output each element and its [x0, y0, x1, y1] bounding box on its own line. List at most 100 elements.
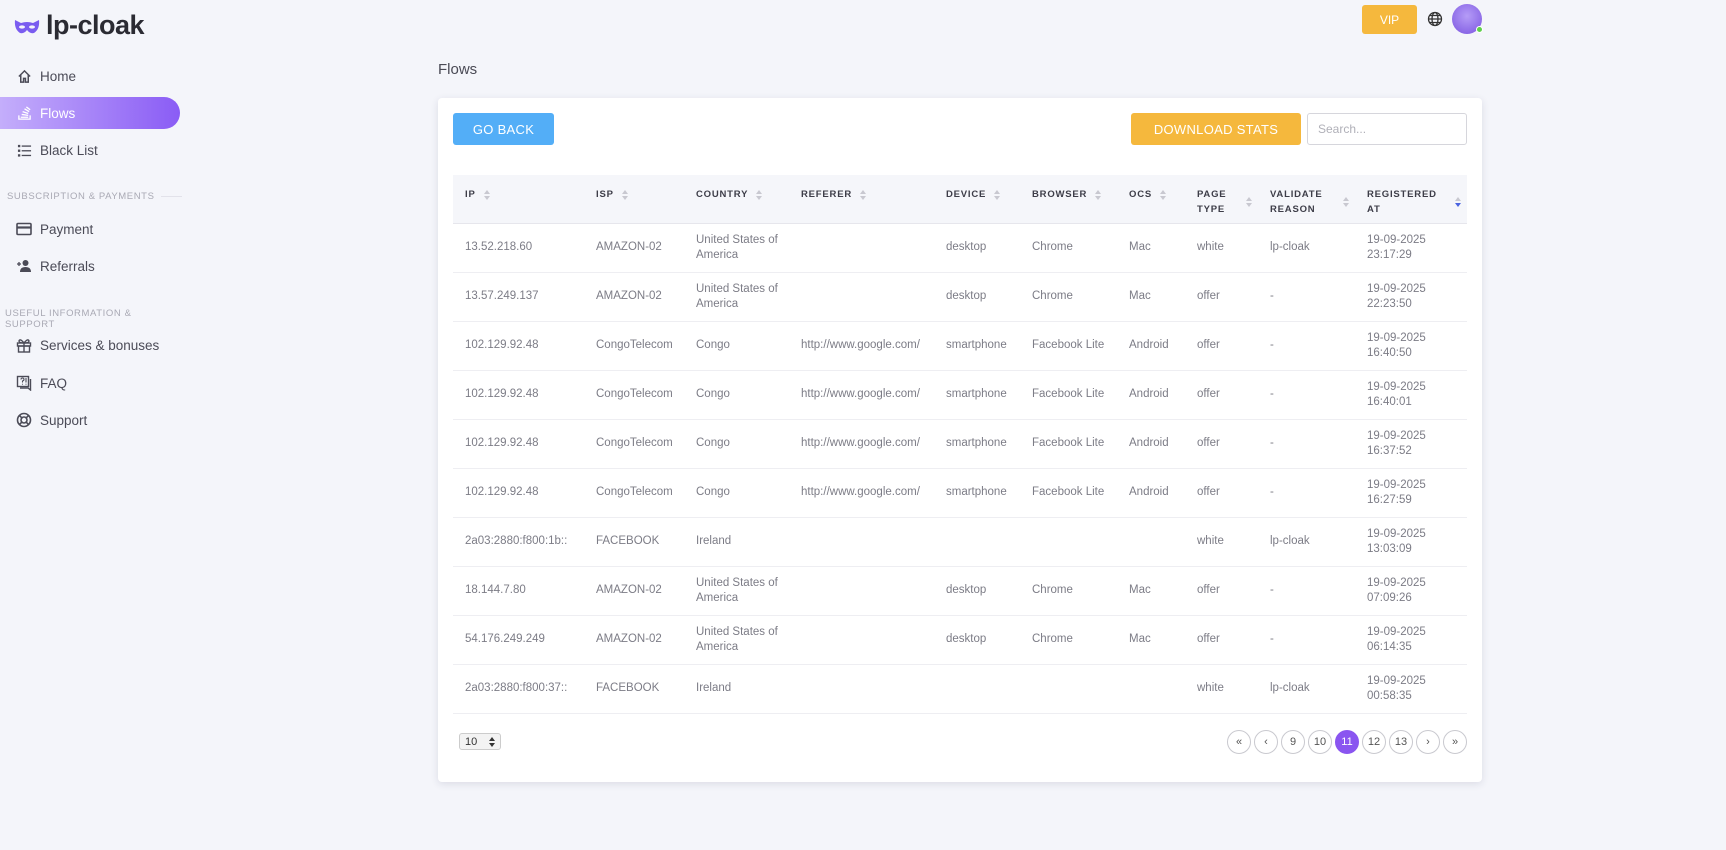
- column-header[interactable]: REFERER: [789, 175, 934, 224]
- column-header[interactable]: PAGE TYPE: [1185, 175, 1258, 224]
- column-label: PAGE TYPE: [1197, 189, 1227, 215]
- sidebar-item-flows[interactable]: Flows: [0, 97, 180, 129]
- table-row[interactable]: 102.129.92.48 CongoTelecom Congo http://www…: [453, 468, 1467, 518]
- sidebar-item-referrals[interactable]: Referrals: [0, 250, 180, 282]
- cell-validate-reason: -: [1258, 566, 1355, 616]
- page-button[interactable]: 12: [1362, 730, 1386, 754]
- sort-icon: [621, 189, 628, 200]
- page-button[interactable]: 9: [1281, 730, 1305, 754]
- faq-icon: [16, 375, 32, 391]
- next-page-button[interactable]: ›: [1416, 730, 1440, 754]
- cell-country: United States of America: [684, 615, 789, 665]
- cell-country: United States of America: [684, 272, 789, 322]
- avatar[interactable]: [1452, 4, 1483, 34]
- column-header[interactable]: COUNTRY: [684, 175, 789, 224]
- cell-referer: [789, 566, 934, 616]
- pagination: «‹ 9 10 11 12 13 ›»: [1227, 730, 1467, 754]
- table-row[interactable]: 13.52.218.60 AMAZON-02 United States of Am…: [453, 223, 1467, 273]
- cell-isp: CongoTelecom: [584, 468, 684, 518]
- flows-card: GO BACK DOWNLOAD STATS IP ISP COUNTRY REFER…: [438, 98, 1482, 782]
- table-row[interactable]: 2a03:2880:f800:37:: FACEBOOK Ireland white l…: [453, 664, 1467, 714]
- logo[interactable]: lp-cloak: [14, 10, 145, 41]
- sort-icon: [994, 189, 1001, 200]
- cell-browser: Facebook Lite: [1020, 419, 1117, 469]
- cell-referer: http://www.google.com/: [789, 370, 934, 420]
- cell-device: [934, 517, 1020, 567]
- cell-page-type: offer: [1185, 419, 1258, 469]
- sidebar-item-faq[interactable]: FAQ: [0, 367, 180, 399]
- cell-registered-at: 19-09-2025 16:40:01: [1355, 370, 1467, 420]
- search-input[interactable]: [1307, 113, 1467, 145]
- cell-device: desktop: [934, 566, 1020, 616]
- cell-ip: 54.176.249.249: [453, 615, 584, 665]
- sort-icon: [1246, 197, 1252, 207]
- user-plus-icon: [16, 258, 32, 274]
- cell-ocs: Mac: [1117, 566, 1185, 616]
- cell-device: smartphone: [934, 419, 1020, 469]
- mask-logo-icon: [14, 19, 40, 33]
- cell-device: smartphone: [934, 468, 1020, 518]
- globe-icon[interactable]: [1427, 11, 1443, 32]
- cell-isp: FACEBOOK: [584, 664, 684, 714]
- table-row[interactable]: 102.129.92.48 CongoTelecom Congo http://www…: [453, 419, 1467, 469]
- cell-page-type: offer: [1185, 615, 1258, 665]
- table-row[interactable]: 18.144.7.80 AMAZON-02 United States of Ame…: [453, 566, 1467, 616]
- sidebar-item-services[interactable]: Services & bonuses: [0, 329, 180, 361]
- column-header[interactable]: IP: [453, 175, 584, 224]
- cell-browser: Facebook Lite: [1020, 321, 1117, 371]
- cell-country: Congo: [684, 370, 789, 420]
- cell-country: Ireland: [684, 664, 789, 714]
- cell-referer: [789, 615, 934, 665]
- sort-icon: [1455, 197, 1461, 207]
- cell-country: United States of America: [684, 566, 789, 616]
- cell-validate-reason: lp-cloak: [1258, 517, 1355, 567]
- column-header[interactable]: DEVICE: [934, 175, 1020, 224]
- column-header[interactable]: BROWSER: [1020, 175, 1117, 224]
- go-back-button[interactable]: GO BACK: [453, 113, 554, 145]
- column-header[interactable]: OCS: [1117, 175, 1185, 224]
- cell-device: desktop: [934, 223, 1020, 273]
- cell-country: Ireland: [684, 517, 789, 567]
- download-stats-button[interactable]: DOWNLOAD STATS: [1131, 113, 1301, 145]
- cell-ocs: Mac: [1117, 615, 1185, 665]
- page-button[interactable]: 13: [1389, 730, 1413, 754]
- cell-country: United States of America: [684, 223, 789, 273]
- page-size-select[interactable]: 10: [459, 733, 501, 750]
- sort-icon: [1095, 189, 1102, 200]
- table-row[interactable]: 2a03:2880:f800:1b:: FACEBOOK Ireland white l…: [453, 517, 1467, 567]
- cell-validate-reason: -: [1258, 419, 1355, 469]
- column-header[interactable]: REGISTERED AT: [1355, 175, 1467, 224]
- column-label: COUNTRY: [696, 189, 749, 200]
- last-page-button[interactable]: »: [1443, 730, 1467, 754]
- table-row[interactable]: 54.176.249.249 AMAZON-02 United States of …: [453, 615, 1467, 665]
- cell-isp: AMAZON-02: [584, 566, 684, 616]
- cell-isp: CongoTelecom: [584, 419, 684, 469]
- cell-ocs: Android: [1117, 468, 1185, 518]
- cell-ip: 18.144.7.80: [453, 566, 584, 616]
- sidebar-item-home[interactable]: Home: [0, 60, 180, 92]
- cell-registered-at: 19-09-2025 22:23:50: [1355, 272, 1467, 322]
- page-button[interactable]: 11: [1335, 730, 1359, 754]
- sidebar-item-black-list[interactable]: Black List: [0, 134, 180, 166]
- cell-validate-reason: lp-cloak: [1258, 223, 1355, 273]
- table-row[interactable]: 102.129.92.48 CongoTelecom Congo http://www…: [453, 321, 1467, 371]
- column-header[interactable]: VALIDATE REASON: [1258, 175, 1355, 224]
- table-row[interactable]: 13.57.249.137 AMAZON-02 United States of A…: [453, 272, 1467, 322]
- sort-icon: [1343, 197, 1349, 207]
- cell-browser: Chrome: [1020, 615, 1117, 665]
- credit-card-icon: [16, 221, 32, 237]
- page-button[interactable]: 10: [1308, 730, 1332, 754]
- sidebar-item-support[interactable]: Support: [0, 404, 180, 436]
- column-label: BROWSER: [1032, 189, 1088, 200]
- cell-isp: CongoTelecom: [584, 370, 684, 420]
- cell-ip: 2a03:2880:f800:37::: [453, 664, 584, 714]
- vip-button[interactable]: VIP: [1362, 5, 1417, 34]
- prev-page-button[interactable]: ‹: [1254, 730, 1278, 754]
- cell-validate-reason: -: [1258, 321, 1355, 371]
- sidebar-item-payment[interactable]: Payment: [0, 213, 180, 245]
- sidebar-item-label: Black List: [40, 142, 98, 158]
- table-row[interactable]: 102.129.92.48 CongoTelecom Congo http://www…: [453, 370, 1467, 420]
- column-header[interactable]: ISP: [584, 175, 684, 224]
- first-page-button[interactable]: «: [1227, 730, 1251, 754]
- cell-isp: AMAZON-02: [584, 223, 684, 273]
